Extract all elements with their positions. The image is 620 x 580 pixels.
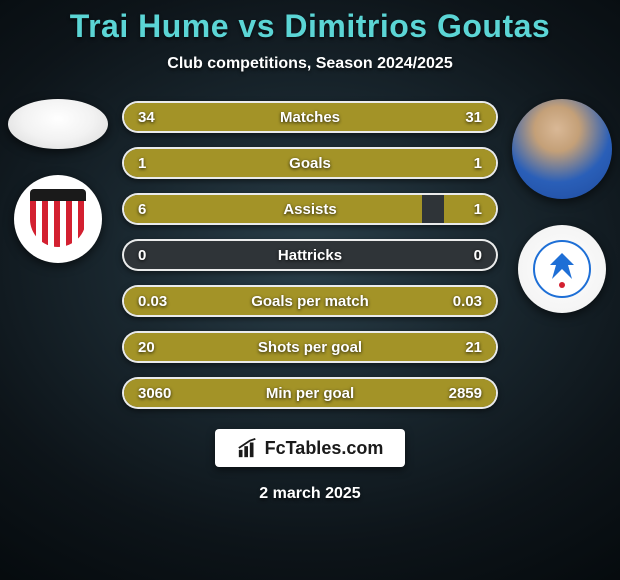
- stat-label: Matches: [124, 109, 496, 126]
- stat-right-value: 0: [474, 247, 482, 264]
- comparison-body: 34Matches311Goals16Assists10Hattricks00.…: [0, 97, 620, 409]
- right-player-column: [512, 97, 612, 313]
- stat-label: Goals per match: [124, 293, 496, 310]
- stat-bar: 1Goals1: [122, 147, 498, 179]
- right-player-avatar: [512, 99, 612, 199]
- snapshot-date: 2 march 2025: [259, 485, 360, 503]
- stat-bar: 6Assists1: [122, 193, 498, 225]
- stat-right-value: 31: [465, 109, 482, 126]
- left-player-column: [8, 97, 108, 263]
- brand-badge: FcTables.com: [215, 429, 406, 467]
- stat-right-value: 1: [474, 201, 482, 218]
- stat-bar: 0Hattricks0: [122, 239, 498, 271]
- stat-right-value: 0.03: [453, 293, 482, 310]
- brand-text: FcTables.com: [265, 438, 384, 459]
- comparison-subtitle: Club competitions, Season 2024/2025: [167, 55, 452, 73]
- left-club-crest: [14, 175, 102, 263]
- stat-label: Assists: [124, 201, 496, 218]
- stat-bar: 3060Min per goal2859: [122, 377, 498, 409]
- stat-bars-container: 34Matches311Goals16Assists10Hattricks00.…: [122, 97, 498, 409]
- left-player-avatar: [8, 99, 108, 149]
- stat-label: Shots per goal: [124, 339, 496, 356]
- stat-label: Goals: [124, 155, 496, 172]
- right-club-crest: [518, 225, 606, 313]
- comparison-title: Trai Hume vs Dimitrios Goutas: [70, 8, 550, 45]
- stat-right-value: 2859: [449, 385, 482, 402]
- stat-label: Min per goal: [124, 385, 496, 402]
- stat-label: Hattricks: [124, 247, 496, 264]
- stat-right-value: 21: [465, 339, 482, 356]
- stat-bar: 34Matches31: [122, 101, 498, 133]
- bluebird-icon: [532, 239, 592, 299]
- stat-bar: 20Shots per goal21: [122, 331, 498, 363]
- brand-chart-icon: [237, 437, 259, 459]
- stat-right-value: 1: [474, 155, 482, 172]
- stat-bar: 0.03Goals per match0.03: [122, 285, 498, 317]
